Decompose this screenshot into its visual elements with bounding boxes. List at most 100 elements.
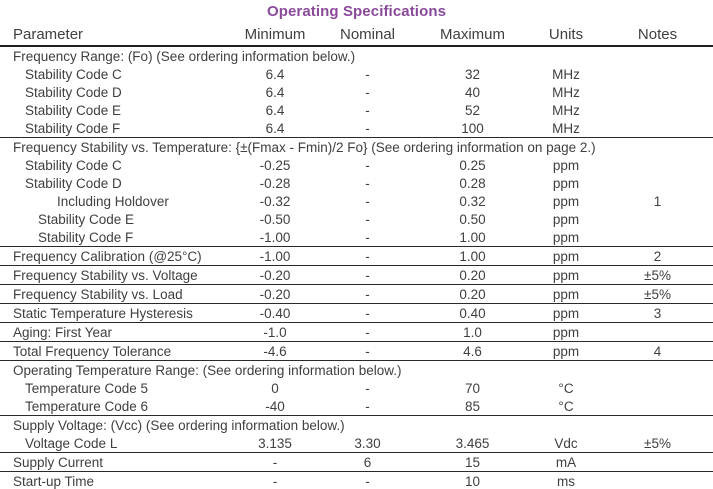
nominal-cell: - (365, 157, 370, 173)
parameter-cell: Stability Code D (25, 84, 122, 100)
minimum-cell: -0.32 (259, 193, 291, 209)
maximum-cell: 0.32 (459, 193, 486, 209)
column-header-parameter: Parameter (13, 26, 84, 43)
maximum-cell: 0.50 (459, 211, 486, 227)
nominal-cell: - (365, 398, 370, 414)
nominal-cell: - (365, 473, 370, 489)
nominal-cell: - (365, 229, 370, 245)
notes-cell (602, 323, 713, 342)
notes-cell (602, 174, 713, 192)
spec-row: Temperature Code 6 -40 - 85 °C (0, 397, 713, 416)
parameter-cell: Start-up Time (13, 473, 95, 489)
spec-row: Start-up Time - - 10 ms (0, 472, 713, 489)
notes-cell: ±5% (644, 435, 671, 451)
maximum-cell: 70 (464, 380, 481, 396)
maximum-cell: 0.25 (459, 157, 486, 173)
units-cell: ppm (552, 229, 580, 245)
notes-cell: ±5% (644, 267, 671, 283)
section-header-row: Frequency Range: (Fo) (See ordering info… (0, 46, 713, 65)
nominal-cell: - (365, 324, 370, 340)
parameter-cell: Stability Code C (25, 66, 122, 82)
maximum-cell: 1.0 (463, 324, 482, 340)
parameter-cell: Stability Code F (25, 120, 121, 136)
notes-cell: 4 (653, 343, 662, 359)
nominal-cell: 6 (363, 454, 372, 470)
spec-row: Aging: First Year -1.0-1.0 ppm (0, 323, 713, 342)
section-header-row: Operating Temperature Range: (See orderi… (0, 361, 713, 380)
minimum-cell: -4.6 (263, 343, 287, 359)
parameter-cell: Supply Current (13, 454, 104, 470)
units-cell: ppm (552, 305, 580, 321)
spec-row: Frequency Stability vs. Load -0.20-0.20 pp… (0, 285, 713, 304)
parameter-cell: Frequency Calibration (@25°C) (13, 248, 202, 264)
minimum-cell: -0.40 (259, 305, 291, 321)
notes-cell (602, 397, 713, 416)
spec-row: Frequency Stability vs. Voltage -0.20-0.2… (0, 266, 713, 285)
nominal-cell: - (365, 380, 370, 396)
parameter-cell: Stability Code C (25, 157, 122, 173)
spec-row: Stability Code F 6.4 - 100 MHz (0, 119, 713, 138)
minimum-cell: 0 (271, 380, 279, 396)
minimum-cell: 6.4 (265, 66, 285, 82)
spec-row: Including Holdover -0.32-0.32 ppm 1 (0, 192, 713, 210)
maximum-cell: 0.20 (459, 286, 486, 302)
nominal-cell: - (365, 343, 370, 359)
parameter-cell: Stability Code E (25, 102, 122, 118)
minimum-cell: -0.28 (259, 175, 291, 191)
spec-row: Temperature Code 5 0 - 70 °C (0, 379, 713, 397)
notes-cell: 2 (653, 248, 662, 264)
section-label: Supply Voltage: (Vcc) (See ordering info… (13, 417, 345, 433)
nominal-cell: - (365, 120, 370, 136)
spec-row: Voltage Code L 3.135 3.30 3.465 Vdc ±5% (0, 434, 713, 453)
minimum-cell: -40 (265, 398, 285, 414)
maximum-cell: 32 (464, 66, 481, 82)
notes-cell (602, 472, 713, 489)
nominal-cell: - (365, 102, 370, 118)
units-cell: MHz (552, 84, 580, 100)
minimum-cell: -1.00 (259, 229, 291, 245)
parameter-cell: Stability Code F (38, 229, 134, 245)
section-label: Frequency Range: (Fo) (See ordering info… (13, 48, 356, 64)
units-cell: ms (557, 473, 575, 489)
nominal-cell: - (365, 286, 370, 302)
maximum-cell: 100 (461, 120, 484, 136)
maximum-cell: 1.00 (459, 229, 486, 245)
spec-row: Total Frequency Tolerance -4.6-4.6 ppm 4 (0, 342, 713, 361)
nominal-cell: - (365, 66, 370, 82)
parameter-cell: Stability Code D (25, 175, 122, 191)
spec-row: Supply Current - 6 15 mA (0, 453, 713, 472)
minimum-cell: -1.0 (263, 324, 287, 340)
spec-row: Stability Code D -0.28-0.28 ppm (0, 174, 713, 192)
parameter-cell: Temperature Code 5 (25, 380, 149, 396)
notes-cell (602, 83, 713, 101)
maximum-cell: 3.465 (455, 435, 490, 451)
maximum-cell: 0.20 (459, 267, 486, 283)
section-header-row: Supply Voltage: (Vcc) (See ordering info… (0, 416, 713, 435)
nominal-cell: - (365, 175, 370, 191)
maximum-cell: 0.28 (459, 175, 486, 191)
notes-cell (602, 119, 713, 138)
section-header-row: Frequency Stability vs. Temperature: {±(… (0, 138, 713, 157)
units-cell: ppm (552, 343, 580, 359)
minimum-cell: 3.135 (258, 435, 292, 451)
column-header-nominal: Nominal (339, 26, 396, 43)
parameter-cell: Voltage Code L (25, 435, 118, 451)
units-cell: MHz (552, 66, 580, 82)
spec-row: Stability Code D 6.4 - 40 MHz (0, 83, 713, 101)
minimum-cell: - (272, 454, 278, 470)
parameter-cell: Static Temperature Hysteresis (13, 305, 193, 321)
notes-cell (602, 453, 713, 472)
notes-cell: 3 (653, 305, 662, 321)
column-header-units: Units (548, 26, 584, 43)
maximum-cell: 85 (464, 398, 481, 414)
notes-cell: ±5% (644, 286, 671, 302)
units-cell: °C (558, 398, 574, 414)
nominal-cell: - (365, 84, 370, 100)
notes-cell (602, 101, 713, 119)
parameter-cell: Frequency Stability vs. Load (13, 286, 183, 302)
nominal-cell: - (365, 267, 370, 283)
parameter-cell: Frequency Stability vs. Voltage (13, 267, 198, 283)
maximum-cell: 4.6 (463, 343, 482, 359)
parameter-cell: Stability Code E (38, 211, 135, 227)
